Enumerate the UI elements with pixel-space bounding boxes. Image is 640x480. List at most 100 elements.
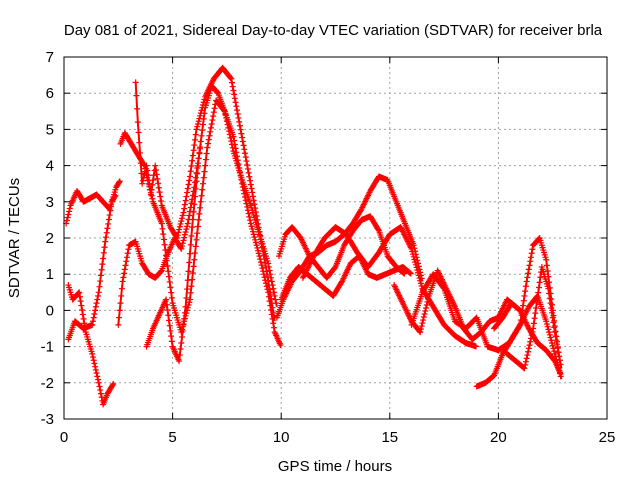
data-point-marker bbox=[194, 163, 201, 170]
data-point-marker bbox=[184, 223, 191, 230]
data-point-marker bbox=[521, 292, 528, 299]
data-point-marker bbox=[547, 300, 554, 307]
data-point-marker bbox=[198, 192, 205, 199]
data-point-marker bbox=[160, 231, 167, 238]
data-point-marker bbox=[165, 273, 172, 280]
data-point-marker bbox=[270, 324, 277, 331]
grid-lines bbox=[64, 57, 607, 419]
data-point-marker bbox=[190, 263, 197, 270]
data-point-marker bbox=[78, 302, 85, 309]
data-point-marker bbox=[268, 274, 275, 281]
data-point-marker bbox=[138, 170, 145, 177]
data-point-marker bbox=[527, 258, 534, 265]
data-point-marker bbox=[252, 236, 259, 243]
data-point-marker bbox=[181, 315, 188, 322]
data-point-marker bbox=[192, 250, 199, 257]
data-point-marker bbox=[209, 117, 216, 124]
x-tick-label: 20 bbox=[490, 429, 507, 446]
data-point-marker bbox=[423, 304, 429, 311]
data-point-marker bbox=[551, 329, 558, 336]
data-point-marker bbox=[253, 242, 260, 249]
data-point-marker bbox=[249, 193, 256, 200]
data-point-marker bbox=[419, 320, 426, 327]
data-point-marker bbox=[255, 247, 262, 254]
data-point-marker bbox=[543, 262, 550, 269]
data-point-marker bbox=[554, 345, 561, 352]
data-point-marker bbox=[187, 168, 194, 175]
data-point-marker bbox=[77, 298, 84, 305]
data-point-marker bbox=[247, 217, 254, 224]
data-point-marker bbox=[89, 350, 96, 357]
data-point-marker bbox=[418, 323, 425, 330]
data-point-marker bbox=[248, 223, 255, 230]
data-point-marker bbox=[97, 390, 104, 397]
data-point-marker bbox=[155, 184, 162, 191]
data-point-marker bbox=[166, 322, 173, 329]
data-point-marker bbox=[92, 363, 99, 370]
data-point-marker bbox=[89, 321, 96, 328]
data-point-marker bbox=[412, 259, 419, 266]
data-point-marker bbox=[164, 306, 171, 313]
data-point-marker bbox=[165, 312, 172, 319]
data-point-marker bbox=[89, 318, 96, 325]
data-point-marker bbox=[105, 220, 112, 227]
y-tick-label: -2 bbox=[41, 375, 54, 392]
data-point-marker bbox=[535, 284, 542, 291]
data-point-marker bbox=[101, 244, 108, 251]
data-point-marker bbox=[64, 214, 71, 221]
series-track-10 bbox=[278, 253, 414, 303]
data-point-marker bbox=[244, 207, 251, 214]
data-point-marker bbox=[192, 185, 199, 192]
data-point-marker bbox=[111, 193, 118, 200]
data-point-marker bbox=[156, 189, 163, 196]
data-point-marker bbox=[76, 293, 83, 300]
data-point-marker bbox=[189, 224, 196, 231]
data-point-marker bbox=[414, 267, 421, 274]
series-track-4 bbox=[115, 143, 204, 328]
data-point-marker bbox=[417, 277, 424, 284]
data-point-marker bbox=[181, 309, 188, 316]
data-point-marker bbox=[417, 280, 424, 287]
data-point-marker bbox=[180, 237, 187, 244]
data-point-marker bbox=[525, 270, 532, 277]
data-point-marker bbox=[179, 240, 186, 247]
data-point-marker bbox=[557, 370, 564, 377]
data-point-marker bbox=[158, 220, 165, 227]
data-point-marker bbox=[179, 215, 186, 222]
data-point-marker bbox=[198, 132, 205, 139]
data-point-marker bbox=[544, 323, 551, 330]
data-point-marker bbox=[202, 156, 209, 163]
data-point-marker bbox=[98, 266, 105, 273]
data-point-marker bbox=[100, 249, 107, 256]
data-point-marker bbox=[102, 234, 109, 241]
data-point-marker bbox=[246, 173, 253, 180]
data-point-marker bbox=[188, 232, 195, 239]
data-point-marker bbox=[195, 118, 202, 125]
data-marks bbox=[63, 64, 564, 408]
y-tick-label: 0 bbox=[46, 302, 54, 319]
data-point-marker bbox=[233, 149, 240, 156]
data-point-marker bbox=[175, 229, 182, 236]
data-point-marker bbox=[176, 352, 183, 359]
data-point-marker bbox=[262, 277, 269, 284]
data-point-marker bbox=[176, 358, 183, 365]
x-tick-label: 10 bbox=[273, 429, 290, 446]
data-point-marker bbox=[264, 286, 271, 293]
data-point-marker bbox=[262, 280, 269, 287]
data-point-marker bbox=[141, 162, 148, 169]
data-point-marker bbox=[420, 317, 427, 324]
data-point-marker bbox=[546, 331, 553, 338]
data-point-marker bbox=[186, 173, 193, 180]
data-point-marker bbox=[472, 343, 479, 350]
data-point-marker bbox=[243, 158, 250, 165]
axis-ticks: 0 5 10 15 20 25 -3 -2 -1 0 1 2 3 4 5 6 7 bbox=[41, 49, 616, 446]
data-point-marker bbox=[199, 127, 206, 134]
data-point-marker bbox=[163, 257, 170, 264]
data-point-marker bbox=[423, 301, 430, 308]
data-point-marker bbox=[251, 201, 258, 208]
data-point-marker bbox=[202, 162, 209, 169]
data-point-marker bbox=[258, 262, 265, 269]
data-point-marker bbox=[527, 338, 534, 345]
data-point-marker bbox=[178, 339, 185, 346]
data-point-marker bbox=[206, 132, 213, 139]
